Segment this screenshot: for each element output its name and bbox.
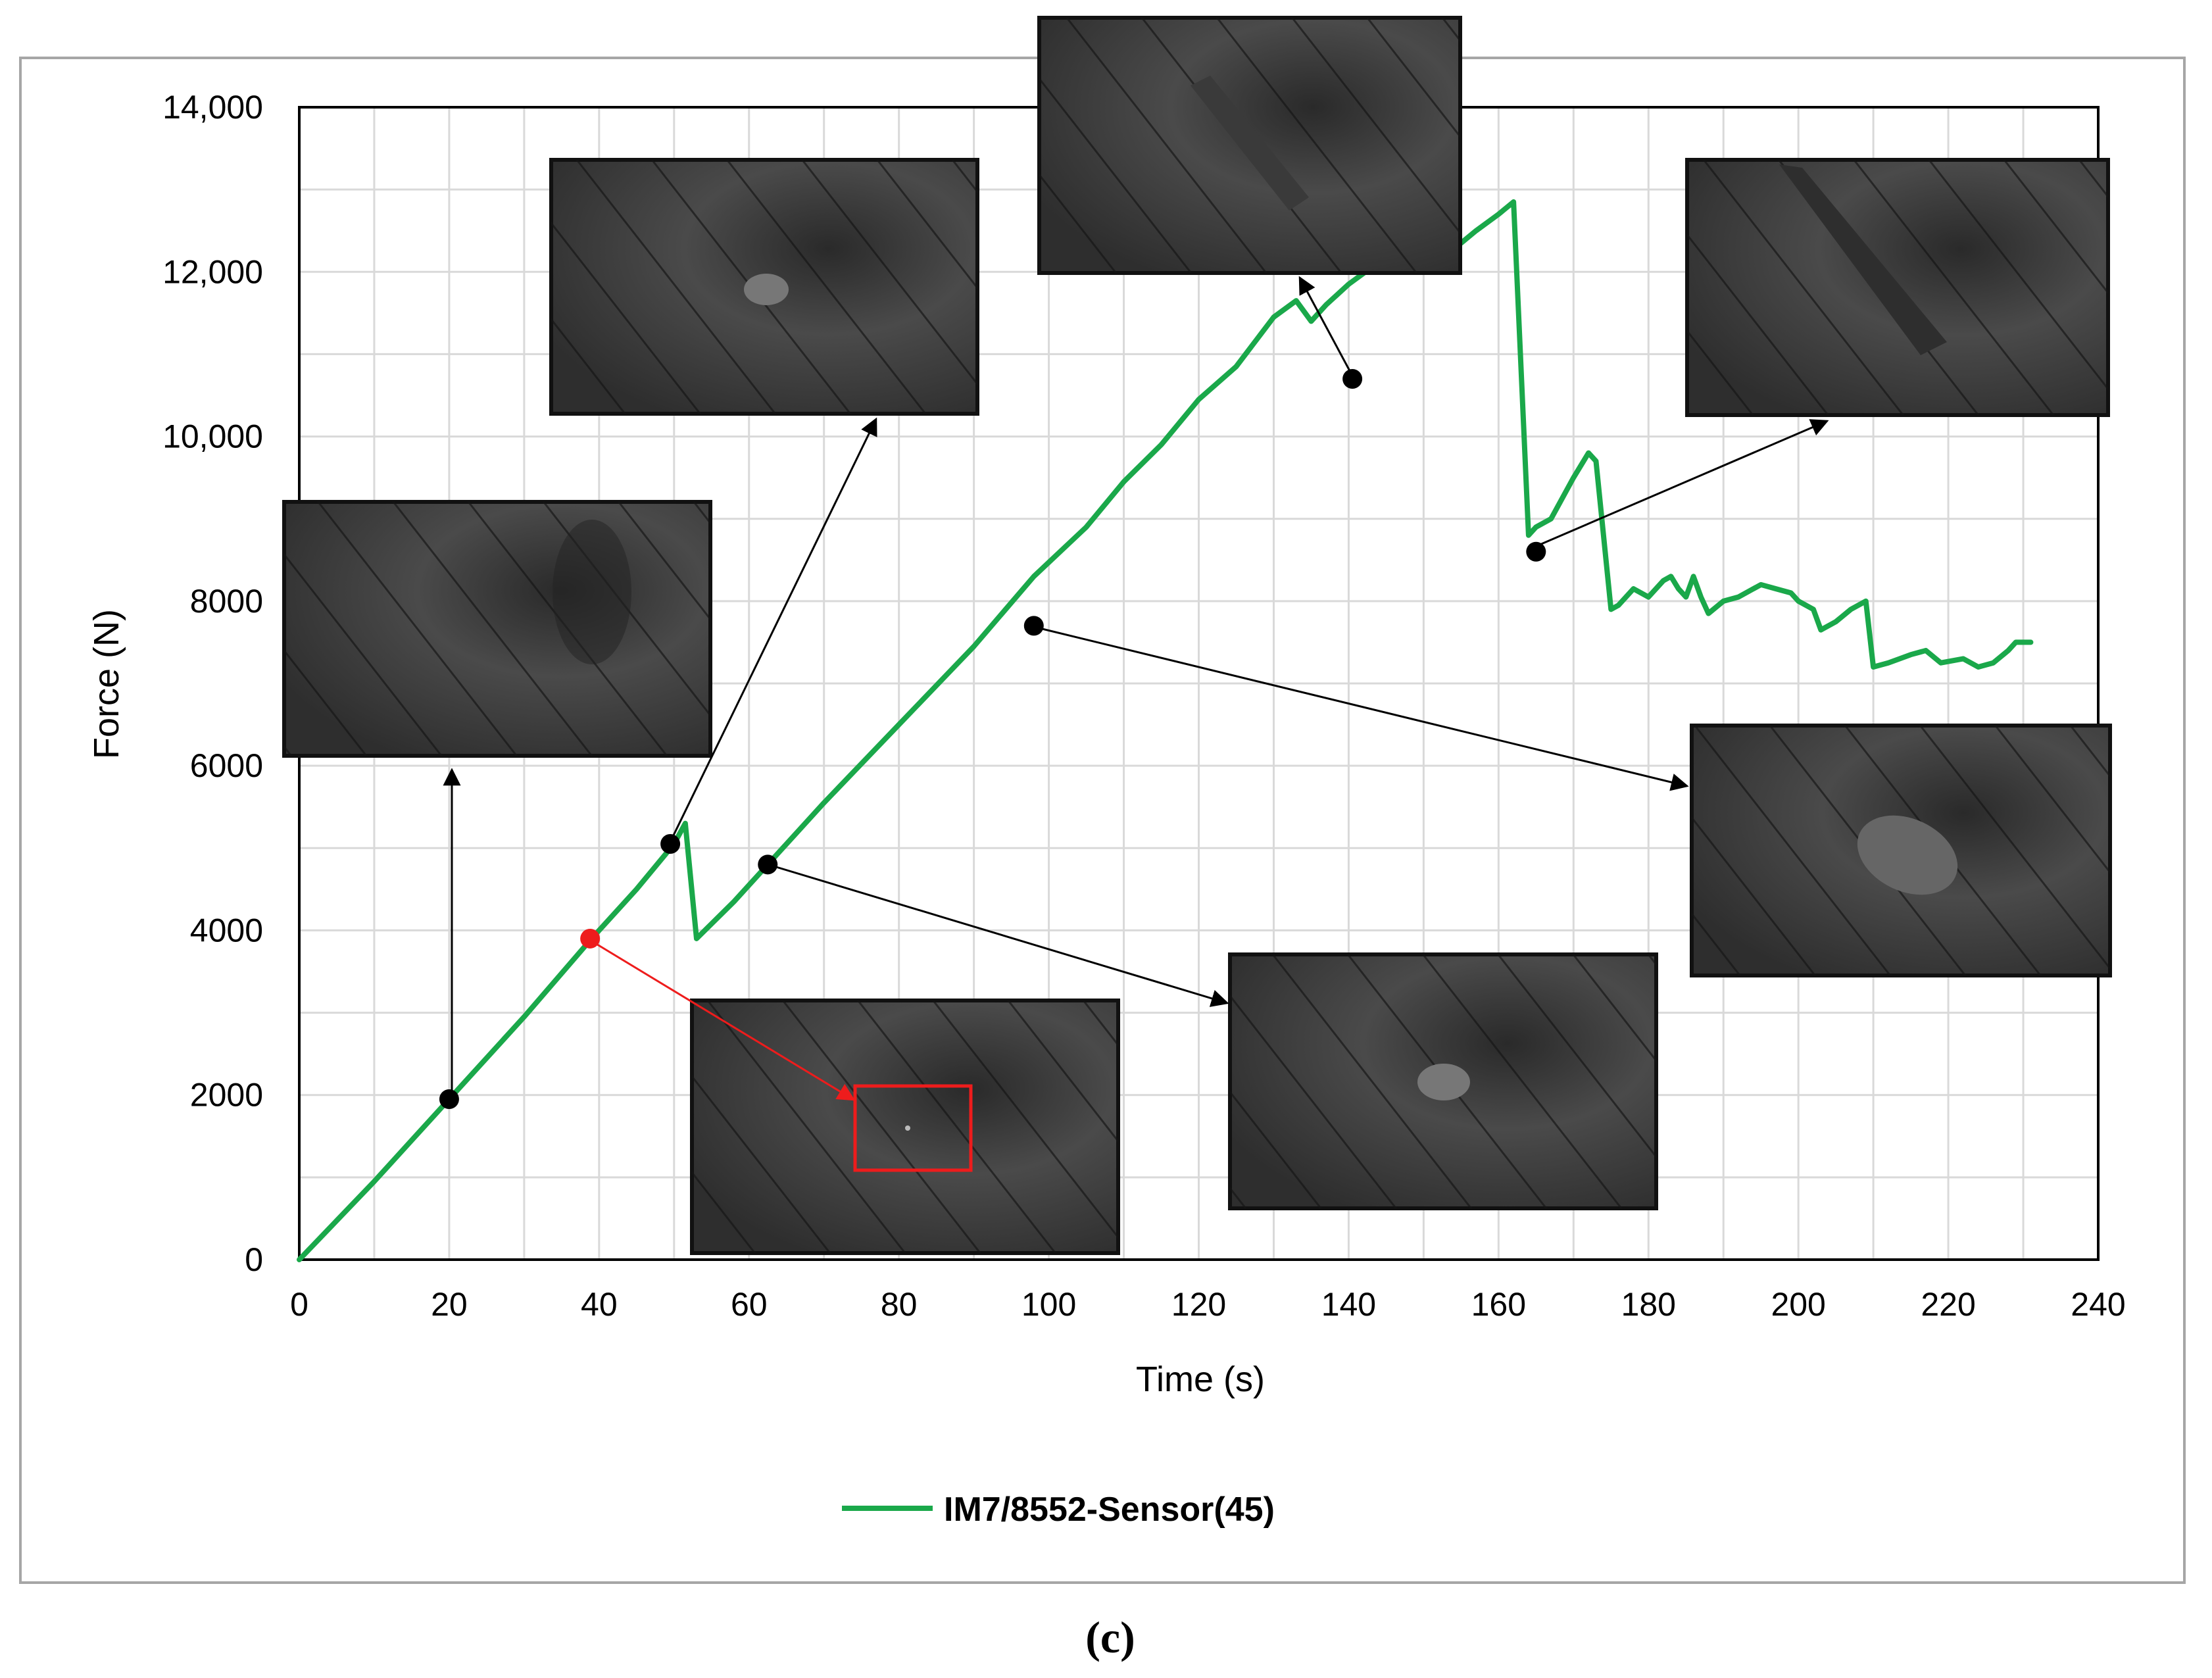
y-tick-label: 12,000 <box>162 253 263 290</box>
arrow-140s <box>1298 276 1354 378</box>
inset-photo-20s <box>282 500 712 758</box>
data-marker <box>660 834 681 854</box>
y-tick-label: 10,000 <box>162 418 263 455</box>
x-tick-label: 160 <box>1471 1286 1526 1323</box>
damage-highlight-box <box>853 1084 973 1172</box>
x-tick-label: 140 <box>1321 1286 1376 1323</box>
y-axis-label: Force (N) <box>87 609 126 759</box>
y-tick-labels: 0 2000 4000 6000 8000 10,000 12,000 14,000 <box>162 89 263 1278</box>
arrow-165s <box>1535 419 1829 548</box>
panel-label: (c) <box>1085 1612 1135 1662</box>
data-marker <box>1526 541 1546 562</box>
data-marker <box>580 928 601 949</box>
y-tick-label: 4000 <box>190 912 263 949</box>
data-marker <box>1023 616 1044 636</box>
x-tick-label: 60 <box>731 1286 768 1323</box>
data-marker <box>758 854 778 875</box>
inset-photo-39s <box>690 999 1120 1255</box>
y-tick-label: 2000 <box>190 1077 263 1114</box>
inset-photo-165s <box>1685 158 2110 417</box>
x-tick-label: 180 <box>1621 1286 1676 1323</box>
x-tick-labels: 0 20 40 60 80 100 120 140 160 180 200 220 240 <box>290 1286 2126 1323</box>
arrow-50s <box>670 417 877 841</box>
callout-arrows <box>443 276 1829 1101</box>
y-tick-label: 14,000 <box>162 89 263 126</box>
x-tick-label: 20 <box>431 1286 468 1323</box>
inset-photo-98s <box>1690 724 2112 977</box>
inset-photo-63s <box>1228 952 1658 1210</box>
legend-label: IM7/8552-Sensor(45) <box>944 1491 1275 1529</box>
inset-photo-140s <box>1037 16 1462 275</box>
arrow-63s <box>769 864 1229 1007</box>
x-tick-label: 40 <box>581 1286 618 1323</box>
x-tick-label: 80 <box>881 1286 918 1323</box>
series-line <box>297 199 2034 1262</box>
data-marker <box>439 1089 459 1109</box>
data-marker <box>1342 368 1363 389</box>
y-tick-label: 0 <box>245 1241 263 1278</box>
x-tick-label: 0 <box>290 1286 308 1323</box>
y-tick-label: 8000 <box>190 583 263 620</box>
data-markers <box>439 368 1546 1109</box>
legend: IM7/8552-Sensor(45) <box>842 1491 1275 1529</box>
x-tick-label: 240 <box>2071 1286 2125 1323</box>
x-tick-label: 100 <box>1021 1286 1076 1323</box>
inset-photo-50s <box>549 158 979 416</box>
x-tick-label: 200 <box>1771 1286 1825 1323</box>
arrow-98s <box>1033 626 1689 791</box>
x-tick-label: 220 <box>1921 1286 1975 1323</box>
arrow-39s <box>588 938 856 1101</box>
x-tick-label: 120 <box>1171 1286 1226 1323</box>
series-layer <box>297 199 2034 1262</box>
x-axis-label: Time (s) <box>1136 1360 1265 1399</box>
inset-photos <box>282 16 2112 1255</box>
y-tick-label: 6000 <box>190 747 263 784</box>
